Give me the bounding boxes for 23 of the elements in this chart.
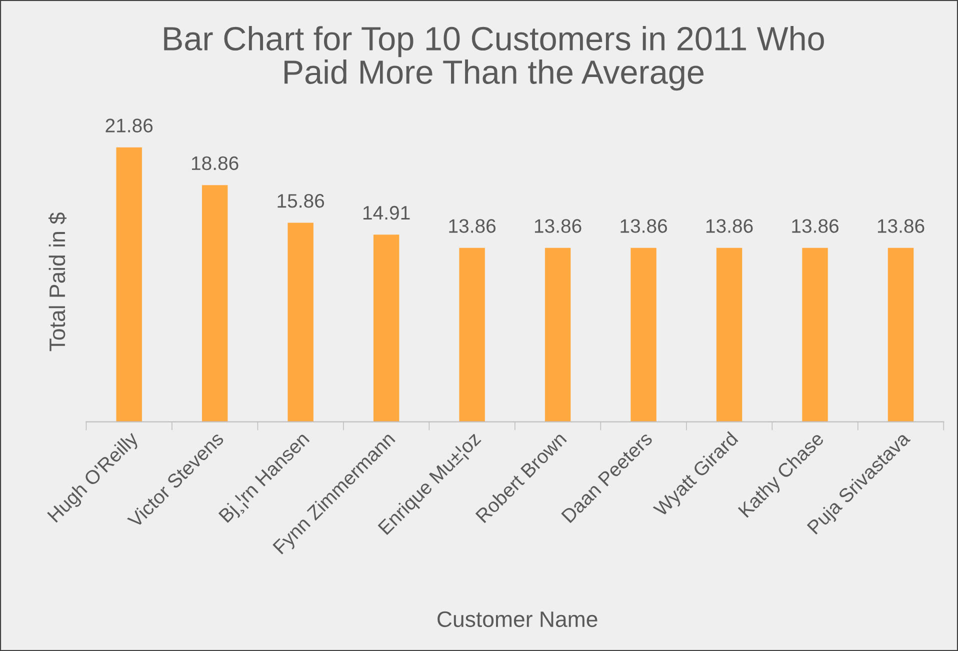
bar: [116, 147, 142, 422]
bar: [802, 248, 828, 422]
bar: [544, 248, 571, 422]
bar: [373, 234, 400, 422]
x-axis-title: Customer Name: [438, 611, 598, 628]
data-label: 13.86: [620, 219, 668, 233]
data-label: 13.86: [706, 219, 753, 233]
bar: [630, 248, 656, 422]
bar: [888, 248, 914, 422]
y-axis-title: Total Paid in $: [48, 212, 66, 352]
data-label: 13.86: [792, 219, 838, 233]
bar: [288, 222, 314, 422]
bar: [202, 185, 228, 422]
chart-title: Bar Chart for Top 10 Customers in 2011 Who Paid More Than the Average: [164, 26, 824, 91]
bar: [716, 248, 742, 422]
data-label: 14.91: [363, 206, 410, 220]
data-label: 13.86: [534, 219, 582, 233]
data-label: 15.86: [278, 194, 324, 208]
data-label: 21.86: [106, 118, 153, 132]
bar: [459, 248, 485, 422]
data-label: 18.86: [192, 156, 238, 170]
data-label: 13.86: [878, 219, 924, 233]
data-label: 13.86: [449, 219, 496, 233]
